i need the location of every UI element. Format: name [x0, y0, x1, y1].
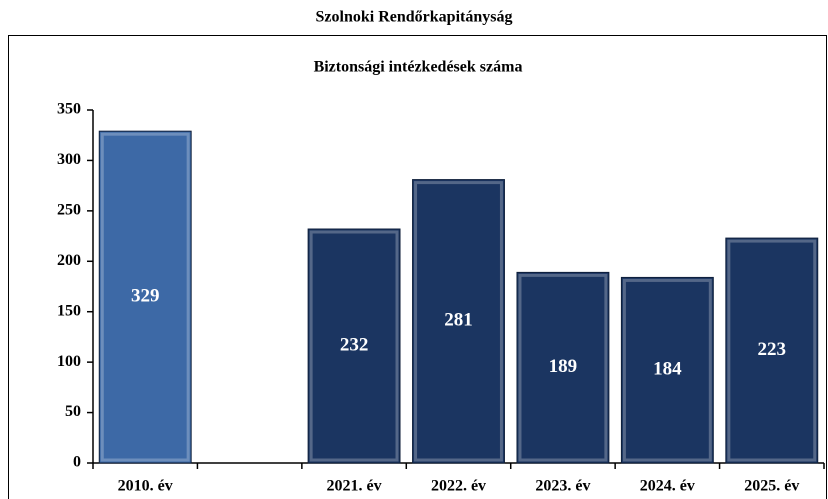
y-tick-label: 250 — [57, 202, 81, 219]
data-label: 184 — [653, 359, 682, 380]
y-tick-label: 350 — [57, 101, 81, 118]
bar-bevel — [100, 132, 190, 462]
chart-title: Szolnoki Rendőrkapitányság — [316, 9, 513, 26]
chart-frame — [8, 35, 827, 499]
y-tick-label: 150 — [57, 302, 81, 319]
y-tick-label: 200 — [57, 252, 81, 269]
data-label: 281 — [444, 310, 473, 331]
bar-bevel — [414, 181, 503, 462]
x-tick-label: 2022. év — [431, 478, 486, 495]
x-tick-label: 2025. év — [744, 478, 799, 495]
data-label: 232 — [340, 334, 369, 355]
x-tick-label: 2021. év — [327, 478, 382, 495]
bar — [307, 228, 401, 464]
y-tick-label: 50 — [65, 403, 81, 420]
x-tick-label: 2023. év — [535, 478, 590, 495]
x-tick-label: 2024. év — [640, 478, 695, 495]
data-label: 329 — [131, 285, 160, 306]
bar-bevel — [727, 239, 817, 462]
chart-subtitle: Biztonsági intézkedések száma — [314, 59, 523, 76]
bar-bevel — [518, 273, 608, 462]
bar — [725, 237, 819, 464]
y-tick-label: 300 — [57, 151, 81, 168]
data-label: 223 — [758, 339, 787, 360]
data-label: 189 — [549, 356, 578, 377]
y-tick-label: 100 — [57, 353, 81, 370]
bar-bevel — [309, 230, 399, 462]
y-tick-label: 0 — [73, 454, 81, 471]
x-tick-label: 2010. év — [118, 478, 173, 495]
bar — [98, 130, 192, 464]
bar — [412, 179, 505, 464]
bar — [516, 271, 610, 464]
bar — [620, 276, 714, 464]
bar-bevel — [622, 278, 712, 462]
